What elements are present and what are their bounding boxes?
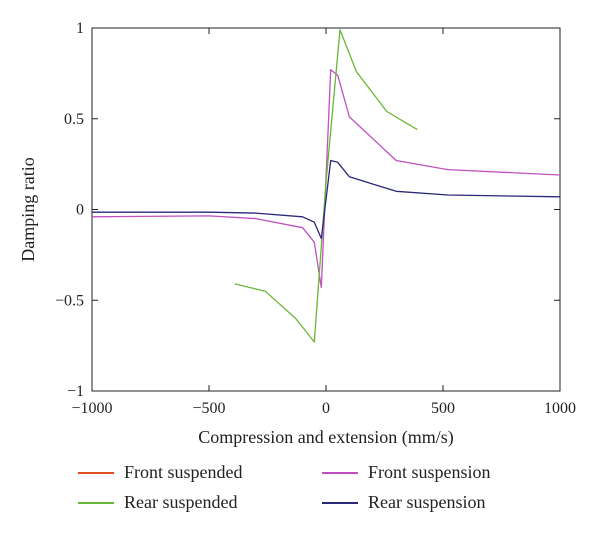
damping-ratio-chart: −1000 −500 0 500 1000 −1 −0.5 0 0.5 1 Compression… bbox=[18, 20, 576, 448]
legend-item-front-suspension: Front suspension bbox=[322, 462, 491, 483]
x-tick-label: −500 bbox=[192, 400, 225, 417]
legend-label-rear-suspended: Rear suspended bbox=[124, 492, 238, 512]
y-tick-label: −1 bbox=[67, 383, 84, 400]
plot-frame bbox=[91, 27, 561, 392]
legend-swatch-rear-suspension bbox=[322, 501, 358, 504]
y-tick-label: 1 bbox=[76, 20, 84, 37]
legend-label-front-suspension: Front suspension bbox=[368, 462, 491, 482]
legend-label-rear-suspension: Rear suspension bbox=[368, 492, 486, 512]
y-tick-label: 0 bbox=[76, 202, 84, 219]
legend: Front suspended Front suspension Rear su… bbox=[70, 458, 590, 528]
legend-item-front-suspended: Front suspended bbox=[78, 462, 243, 483]
x-tick-label: −1000 bbox=[71, 400, 112, 417]
legend-item-rear-suspended: Rear suspended bbox=[78, 492, 237, 513]
series-line-rear-suspended bbox=[234, 29, 418, 343]
y-tick-label: −0.5 bbox=[55, 292, 84, 309]
series-group bbox=[91, 29, 561, 343]
legend-swatch-front-suspended bbox=[78, 471, 114, 474]
legend-item-rear-suspension: Rear suspension bbox=[322, 492, 485, 513]
legend-label-front-suspended: Front suspended bbox=[124, 462, 243, 482]
x-tick-label: 1000 bbox=[544, 400, 576, 417]
y-tick-label: 0.5 bbox=[64, 111, 84, 128]
x-tick-label: 0 bbox=[322, 400, 330, 417]
x-axis-label: Compression and extension (mm/s) bbox=[198, 427, 453, 448]
legend-swatch-front-suspension bbox=[322, 471, 358, 474]
series-line-rear-suspension bbox=[92, 159, 561, 240]
legend-swatch-rear-suspended bbox=[78, 501, 114, 504]
y-axis-label: Damping ratio bbox=[18, 157, 38, 261]
x-tick-label: 500 bbox=[431, 400, 455, 417]
ticks-group: −1000 −500 0 500 1000 −1 −0.5 0 0.5 1 bbox=[55, 20, 576, 417]
